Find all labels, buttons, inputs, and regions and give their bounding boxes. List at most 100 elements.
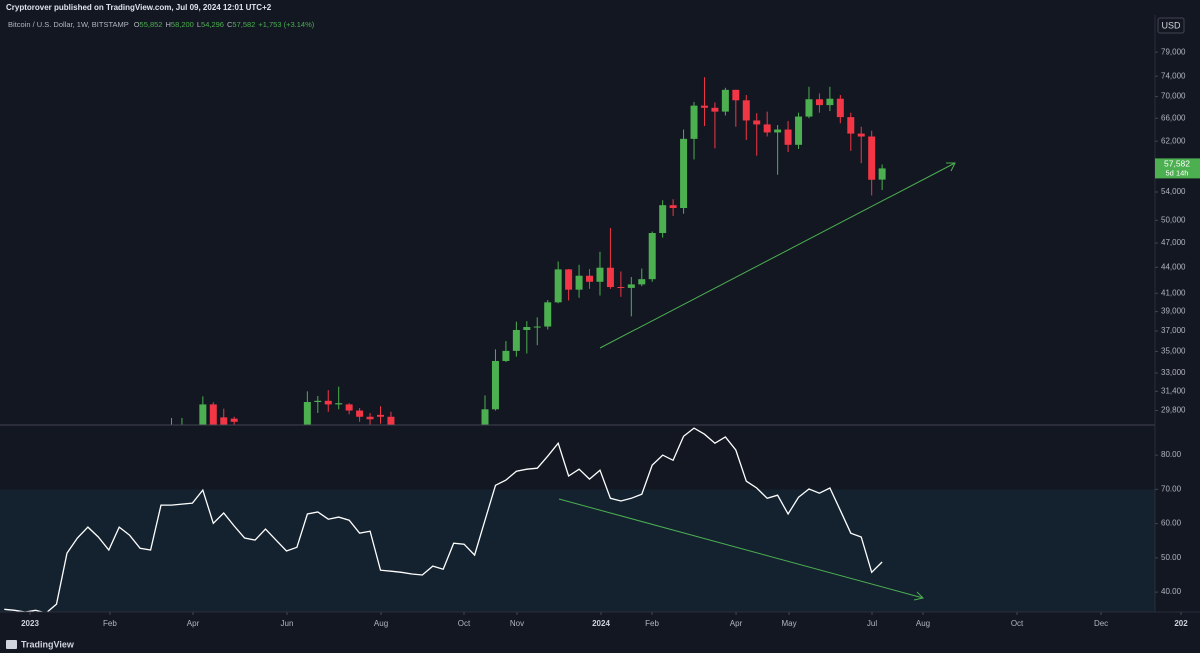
- y-tick-label: 37,000: [1161, 326, 1186, 335]
- x-tick-label: 2023: [21, 619, 39, 628]
- x-tick-label: Feb: [103, 619, 117, 628]
- symbol-legend: Bitcoin / U.S. Dollar, 1W, BITSTAMP O55,…: [8, 20, 315, 29]
- candle-body: [502, 350, 510, 361]
- x-tick-label: Jul: [867, 619, 877, 628]
- brand-icon: [6, 640, 17, 649]
- y-tick-label: 60.00: [1161, 519, 1182, 528]
- candle-body: [565, 269, 573, 290]
- candle-body: [763, 124, 771, 133]
- candle-body: [847, 117, 855, 134]
- candle-body: [700, 105, 708, 108]
- candle-body: [784, 129, 792, 145]
- brand-name: TradingView: [21, 639, 75, 649]
- price-tag-countdown: 5d 14h: [1166, 168, 1189, 177]
- x-tick-label: Nov: [510, 619, 524, 628]
- y-tick-label: 66,000: [1161, 113, 1186, 122]
- trend-annotations: [558, 162, 956, 601]
- rsi-pane: [4, 427, 883, 612]
- price-pane: [170, 77, 886, 425]
- candle-body: [303, 401, 311, 425]
- candle-body: [533, 326, 541, 328]
- currency-box: [1157, 17, 1185, 34]
- price-tag-value: 57,582: [1164, 159, 1190, 169]
- y-tick-label: 40.00: [1161, 587, 1182, 596]
- y-tick-label: 31,400: [1161, 386, 1186, 395]
- candle-body: [387, 416, 395, 425]
- candle-body: [586, 275, 594, 282]
- y-tick-label: 33,000: [1161, 368, 1186, 377]
- candle-body: [209, 404, 217, 425]
- candle-body: [826, 98, 834, 106]
- candle-body: [512, 329, 520, 351]
- y-tick-label: 54,000: [1161, 187, 1186, 196]
- y-tick-label: 74,000: [1161, 71, 1186, 80]
- ohlc-value: 54,296: [201, 20, 224, 29]
- y-tick-label: 44,000: [1161, 262, 1186, 271]
- last-price-tag: 57,582 5d 14h: [1155, 158, 1200, 179]
- candle-body: [711, 107, 719, 112]
- y-tick-label: 50,000: [1161, 215, 1186, 224]
- x-tick-label: Jun: [281, 619, 294, 628]
- candle-body: [795, 116, 803, 145]
- candle-body: [544, 302, 552, 327]
- candle-body: [617, 287, 625, 289]
- candle-body: [753, 120, 761, 125]
- ohlc-key: L: [197, 20, 201, 29]
- candle-body: [199, 404, 207, 425]
- candle-body: [638, 279, 646, 285]
- brand: TradingView: [6, 639, 75, 649]
- candle-body: [868, 136, 876, 180]
- footer-bar: [0, 637, 1200, 653]
- candle-body: [596, 267, 604, 282]
- x-tick-label: 2024: [592, 619, 610, 628]
- candle-body: [690, 105, 698, 139]
- y-tick-label: 70,000: [1161, 92, 1186, 101]
- candle-body: [857, 133, 865, 137]
- x-tick-label: Oct: [1011, 619, 1024, 628]
- candle-body: [491, 360, 499, 410]
- rsi-line: [4, 427, 883, 612]
- candle-body: [659, 205, 667, 234]
- candle-body: [836, 98, 844, 118]
- y-tick-label: 79,000: [1161, 47, 1186, 56]
- arrow-head: [946, 162, 956, 172]
- x-tick-label: Aug: [374, 619, 388, 628]
- currency: USD: [1161, 20, 1181, 30]
- candle-body: [220, 417, 228, 425]
- candle-body: [345, 404, 353, 411]
- y-tick-label: 35,000: [1161, 347, 1186, 356]
- candle-body: [554, 269, 562, 303]
- candle-body: [523, 327, 531, 330]
- candle-body: [575, 275, 583, 290]
- candle-body: [356, 410, 364, 417]
- y-tick-label: 39,000: [1161, 307, 1186, 316]
- x-tick-label: May: [781, 619, 796, 628]
- x-tick-label: Dec: [1094, 619, 1108, 628]
- change: +1,753 (+3.14%): [258, 20, 314, 29]
- y-tick-label: 80.00: [1161, 450, 1182, 459]
- candle-body: [648, 233, 656, 280]
- candle-body: [669, 205, 677, 209]
- candle-body: [314, 400, 322, 402]
- candle-body: [732, 89, 740, 101]
- ohlc-key: O: [134, 20, 140, 29]
- y-tick-label: 29,800: [1161, 406, 1186, 415]
- candle-body: [805, 99, 813, 117]
- x-tick-label: Apr: [730, 619, 743, 628]
- ohlc-value: 58,200: [171, 20, 194, 29]
- rsi-band: [0, 489, 1155, 612]
- band-layer: [0, 489, 1155, 612]
- publisher: Cryptorover published on TradingView.com…: [6, 3, 272, 12]
- candle-body: [606, 267, 614, 288]
- candle-body: [721, 89, 729, 112]
- candle-body: [230, 418, 238, 422]
- x-tick-label: Aug: [916, 619, 930, 628]
- candle-body: [335, 403, 343, 405]
- ohlc-value: 55,852: [140, 20, 163, 29]
- symbol: Bitcoin / U.S. Dollar, 1W, BITSTAMP: [8, 20, 129, 29]
- candle-body: [774, 129, 782, 133]
- ohlc-key: C: [227, 20, 233, 29]
- y-tick-label: 41,000: [1161, 288, 1186, 297]
